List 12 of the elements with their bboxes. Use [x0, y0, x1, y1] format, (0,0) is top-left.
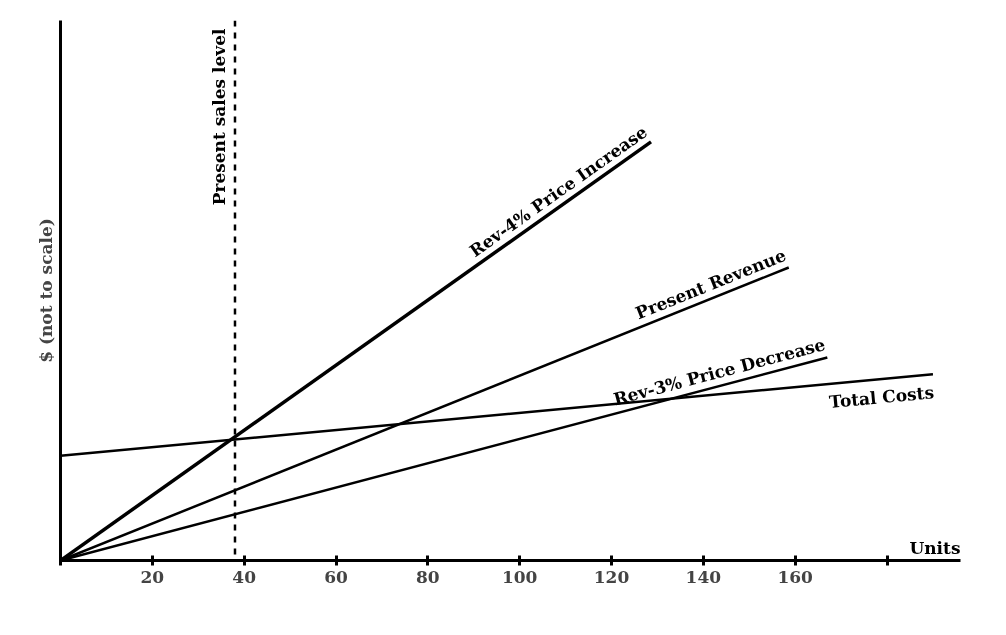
x-axis-title: Units: [909, 537, 961, 558]
x-tick-label: 20: [140, 566, 165, 587]
x-tick-label: 100: [501, 566, 538, 587]
y-axis-title: $ (not to scale): [35, 218, 56, 363]
x-tick-label: 40: [232, 566, 257, 587]
x-tick-label: 120: [593, 566, 630, 587]
text: Total Costs: [828, 382, 935, 412]
ref-line-label: Present sales level: [208, 27, 229, 206]
x-tick-label: 60: [324, 566, 349, 587]
x-tick-label: 160: [777, 566, 814, 587]
x-tick-label: 80: [416, 566, 440, 587]
x-tick-label: 140: [685, 566, 722, 587]
